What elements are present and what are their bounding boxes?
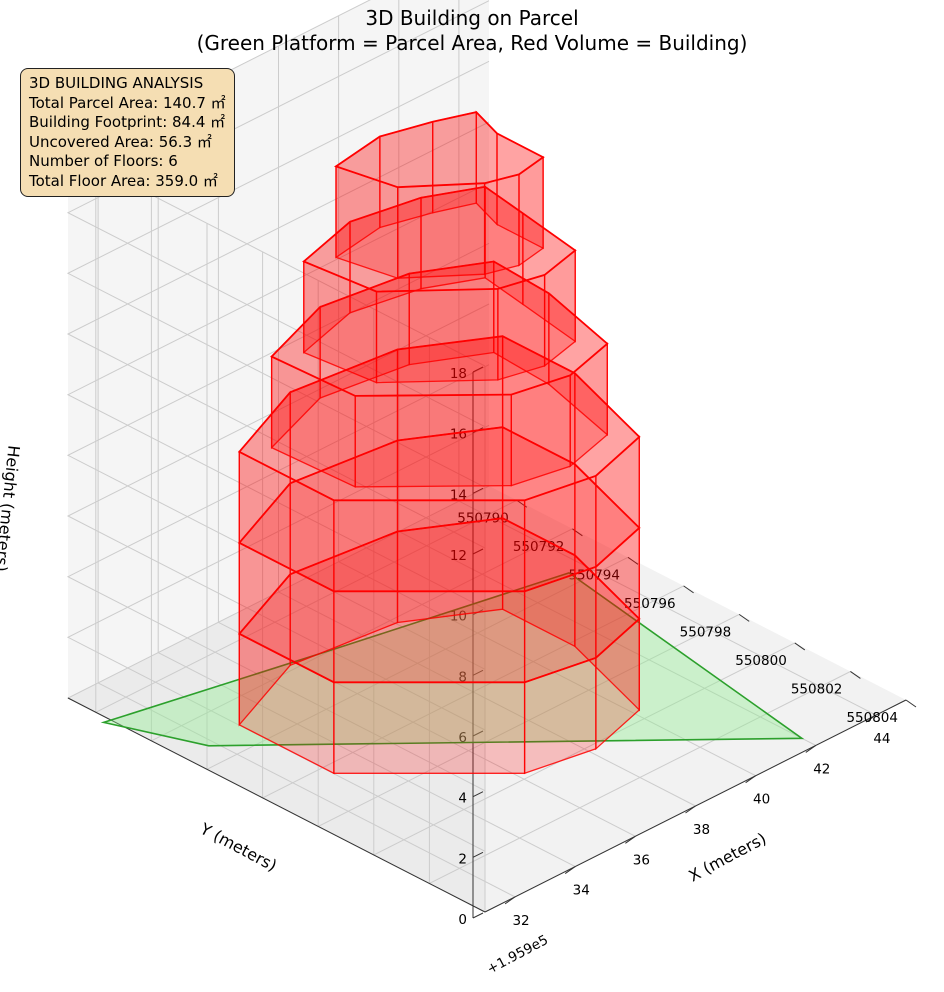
x-tick-label: 32	[512, 913, 529, 929]
y-tick-label: 550796	[624, 596, 676, 612]
z-tick-label: 16	[450, 427, 467, 443]
z-tick-mark	[472, 548, 484, 555]
x-tick-label: 34	[573, 883, 590, 899]
z-gridline	[66, 364, 490, 792]
info-parcel-area: Total Parcel Area: 140.7 ㎡	[29, 93, 226, 112]
z-tick-label: 10	[450, 609, 467, 625]
x-tick-label: 36	[633, 852, 650, 868]
z-gridline	[66, 0, 490, 428]
z-tick-label: 8	[458, 669, 467, 685]
z-tick-label: 4	[458, 791, 467, 807]
x-tick-mark	[805, 745, 817, 753]
parcel-platform	[100, 572, 805, 747]
z-tick-label: 14	[450, 487, 467, 503]
z-gridline	[66, 121, 490, 549]
y-tick-mark	[738, 613, 750, 622]
x-tick-mark	[625, 835, 636, 844]
info-uncovered-area: Uncovered Area: 56.3 ㎡	[29, 132, 212, 151]
x-tick-label: 38	[693, 822, 710, 838]
y-tick-mark	[850, 671, 861, 679]
y-tick-label: 550804	[846, 710, 898, 726]
z-tick-mark	[472, 791, 484, 798]
chart-subtitle: (Green Platform = Parcel Area, Red Volum…	[196, 31, 748, 55]
info-number-of-floors: Number of Floors: 6	[29, 152, 178, 170]
x-offset-label: +1.959e5	[484, 932, 551, 978]
y-tick-label: 550798	[680, 624, 732, 640]
info-total-floor-area: Total Floor Area: 359.0 ㎡	[29, 171, 218, 190]
y-tick-mark	[905, 699, 917, 708]
z-gridline	[66, 424, 490, 852]
x-tick-mark	[865, 714, 877, 723]
analysis-info-box: 3D BUILDING ANALYSIS Total Parcel Area: …	[20, 68, 235, 197]
y-tick-mark	[627, 556, 639, 565]
x-tick-mark	[745, 775, 756, 784]
z-tick-mark	[472, 487, 484, 494]
x-tick-mark	[504, 896, 516, 905]
z-tick-mark	[472, 366, 484, 373]
building-floor-top	[333, 111, 545, 189]
x-tick-label: 40	[753, 792, 770, 808]
x-tick-mark	[564, 866, 576, 874]
building-floor-face	[375, 288, 499, 384]
x-tick-mark	[685, 805, 696, 814]
y-axis-label: Y (meters)	[196, 819, 280, 876]
z-gridline	[66, 60, 490, 488]
y-tick-mark	[572, 528, 583, 537]
y-tick-label: 550802	[791, 681, 843, 697]
y-tick-mark	[794, 642, 806, 651]
building-floor-face	[333, 499, 526, 592]
building-floor-face	[354, 393, 512, 488]
z-gridline	[66, 303, 490, 731]
building-floor-top	[237, 335, 641, 502]
z-tick-label: 6	[458, 730, 467, 746]
building-floor-face	[333, 590, 526, 683]
building-floor-face	[333, 681, 526, 774]
x-tick-label: 44	[873, 731, 890, 747]
z-tick-label: 18	[450, 366, 467, 382]
z-gridline	[66, 182, 490, 610]
y-tick-mark	[683, 585, 694, 594]
z-tick-mark	[472, 669, 484, 676]
chart-title: 3D Building on Parcel	[365, 6, 579, 30]
z-tick-mark	[472, 851, 484, 858]
y-axis-line	[67, 697, 486, 913]
info-heading: 3D BUILDING ANALYSIS	[29, 74, 204, 92]
x-tick-label: 42	[813, 761, 830, 777]
y-tick-label: 550800	[735, 653, 787, 669]
info-building-footprint: Building Footprint: 84.4 ㎡	[29, 113, 226, 131]
z-tick-label: 2	[458, 851, 467, 867]
building-floor-top	[302, 185, 577, 293]
z-tick-mark	[472, 730, 484, 737]
z-tick-mark	[472, 912, 484, 919]
z-axis-label: Height (meters)	[0, 444, 24, 572]
z-tick-label: 0	[458, 912, 467, 928]
z-tick-label: 12	[450, 548, 467, 564]
